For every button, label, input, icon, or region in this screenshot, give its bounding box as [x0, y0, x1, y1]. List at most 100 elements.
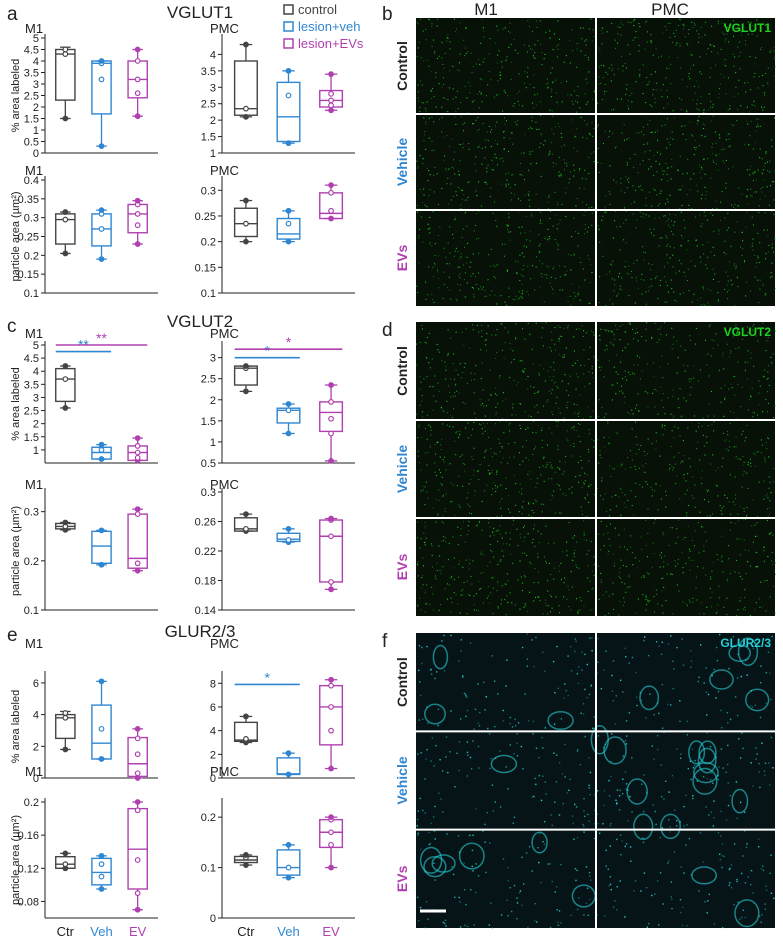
speckle: [701, 526, 703, 528]
speckle: [590, 685, 592, 688]
speckle: [500, 462, 502, 464]
speckle: [419, 547, 421, 549]
speckle: [633, 25, 635, 27]
speckle: [628, 181, 630, 183]
speckle: [600, 65, 602, 67]
speckle: [661, 605, 663, 607]
speckle: [636, 331, 638, 333]
speckle: [683, 805, 685, 808]
speckle: [553, 542, 555, 544]
speckle: [741, 872, 743, 875]
speckle: [752, 411, 754, 413]
speckle: [704, 339, 706, 341]
speckle: [739, 538, 741, 540]
speckle: [566, 430, 568, 432]
speckle: [666, 90, 668, 92]
speckle: [696, 123, 698, 125]
speckle: [512, 519, 514, 521]
speckle: [425, 481, 427, 483]
speckle: [540, 211, 542, 213]
speckle: [697, 380, 699, 382]
speckle: [520, 295, 522, 297]
speckle: [708, 109, 710, 111]
speckle: [573, 426, 575, 428]
speckle: [423, 60, 425, 62]
speckle: [645, 519, 647, 521]
speckle: [417, 97, 419, 99]
data-point: [134, 857, 141, 863]
speckle: [507, 580, 509, 582]
speckle: [532, 453, 534, 455]
speckle: [720, 510, 722, 512]
speckle: [733, 206, 735, 208]
speckle: [419, 41, 421, 43]
speckle: [522, 290, 524, 292]
speckle: [457, 526, 459, 528]
speckle: [604, 915, 606, 917]
speckle: [590, 264, 592, 266]
speckle: [767, 371, 769, 373]
data-point: [328, 71, 334, 78]
speckle: [662, 377, 664, 379]
speckle: [573, 147, 575, 149]
speckle: [597, 359, 599, 361]
data-point: [62, 746, 69, 753]
speckle: [735, 326, 737, 328]
speckle: [600, 549, 602, 551]
speckle: [497, 607, 499, 609]
speckle: [752, 499, 754, 501]
speckle: [449, 70, 451, 72]
speckle: [616, 328, 618, 330]
speckle: [768, 475, 770, 477]
speckle: [447, 203, 449, 205]
speckle: [722, 571, 724, 573]
speckle: [668, 544, 670, 546]
speckle: [717, 467, 719, 469]
speckle: [689, 189, 691, 191]
speckle: [436, 343, 438, 345]
speckle: [750, 465, 752, 467]
speckle: [759, 606, 761, 608]
speckle: [424, 541, 426, 543]
speckle: [627, 499, 629, 501]
speckle: [696, 108, 698, 110]
speckle: [619, 487, 621, 489]
speckle: [580, 27, 582, 29]
speckle: [661, 683, 664, 686]
speckle: [680, 866, 682, 868]
speckle: [671, 288, 673, 290]
speckle: [603, 376, 605, 378]
speckle: [771, 560, 773, 562]
speckle: [660, 190, 662, 192]
speckle: [573, 164, 575, 166]
speckle: [625, 93, 627, 95]
speckle: [417, 450, 419, 452]
speckle: [441, 540, 443, 542]
speckle: [468, 568, 470, 570]
speckle: [741, 486, 743, 488]
speckle: [690, 260, 692, 262]
speckle: [428, 228, 430, 230]
speckle: [442, 496, 444, 498]
speckle: [466, 225, 468, 227]
speckle: [743, 539, 745, 541]
speckle: [610, 760, 612, 763]
speckle: [476, 195, 478, 197]
speckle: [506, 304, 508, 306]
speckle: [461, 594, 463, 596]
speckle: [433, 862, 435, 864]
speckle: [666, 29, 668, 31]
cell-body: [737, 637, 759, 667]
speckle: [470, 478, 472, 480]
speckle: [712, 268, 714, 270]
data-point: [243, 363, 249, 369]
speckle: [649, 269, 651, 271]
speckle: [548, 266, 550, 268]
speckle: [428, 424, 430, 426]
speckle: [654, 322, 656, 324]
speckle: [651, 745, 653, 747]
speckle: [438, 390, 440, 392]
speckle: [644, 455, 646, 457]
speckle: [723, 76, 725, 78]
